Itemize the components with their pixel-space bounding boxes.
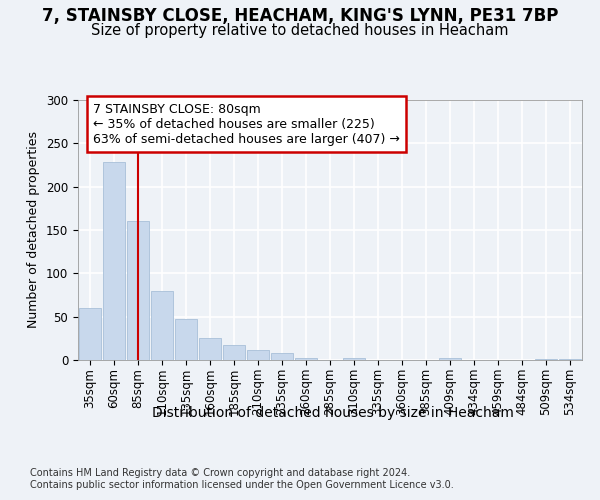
- Bar: [295, 358, 317, 360]
- Text: Contains HM Land Registry data © Crown copyright and database right 2024.
Contai: Contains HM Land Registry data © Crown c…: [30, 468, 454, 490]
- Bar: [247, 350, 269, 360]
- Bar: [535, 359, 557, 360]
- Bar: [343, 358, 365, 360]
- Bar: [439, 358, 461, 360]
- Bar: [103, 162, 125, 360]
- Bar: [175, 320, 197, 360]
- Bar: [199, 338, 221, 360]
- Y-axis label: Number of detached properties: Number of detached properties: [28, 132, 40, 328]
- Text: Distribution of detached houses by size in Heacham: Distribution of detached houses by size …: [152, 406, 514, 419]
- Bar: [559, 359, 581, 360]
- Bar: [151, 290, 173, 360]
- Text: 7 STAINSBY CLOSE: 80sqm
← 35% of detached houses are smaller (225)
63% of semi-d: 7 STAINSBY CLOSE: 80sqm ← 35% of detache…: [93, 102, 400, 146]
- Bar: [271, 353, 293, 360]
- Bar: [79, 308, 101, 360]
- Text: 7, STAINSBY CLOSE, HEACHAM, KING'S LYNN, PE31 7BP: 7, STAINSBY CLOSE, HEACHAM, KING'S LYNN,…: [42, 8, 558, 26]
- Bar: [127, 222, 149, 360]
- Bar: [223, 346, 245, 360]
- Text: Size of property relative to detached houses in Heacham: Size of property relative to detached ho…: [91, 22, 509, 38]
